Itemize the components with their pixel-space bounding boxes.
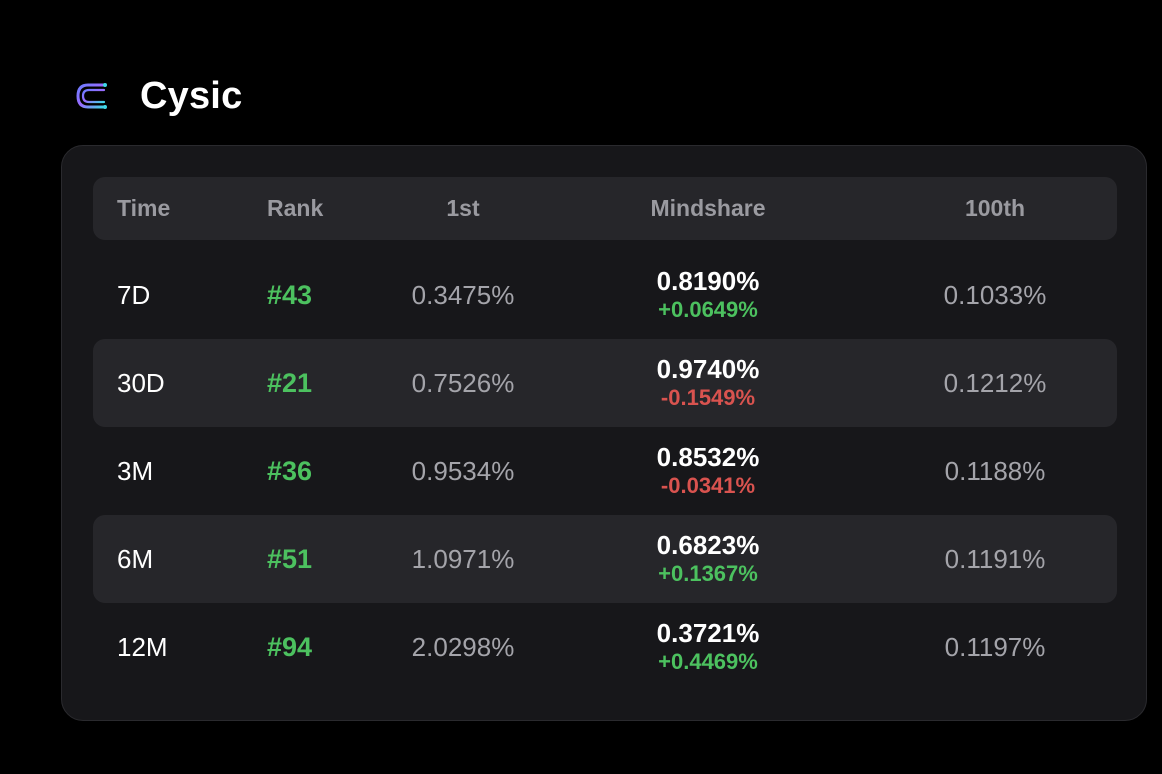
- cell-rank: #51: [267, 543, 313, 574]
- header-mindshare: Mindshare: [650, 195, 766, 221]
- mindshare-delta: -0.1549%: [660, 385, 756, 411]
- cell-hundredth: 0.1191%: [944, 543, 1046, 574]
- mindshare-value: 0.8532%: [656, 442, 760, 473]
- mindshare-delta: -0.0341%: [660, 473, 756, 499]
- header-first: 1st: [446, 195, 480, 221]
- header-hundredth: 100th: [964, 195, 1026, 221]
- cell-rank: #36: [267, 455, 313, 486]
- cysic-logo-icon: [72, 76, 112, 116]
- cell-rank: #21: [267, 367, 313, 398]
- cell-mindshare: 0.8532% -0.0341%: [543, 442, 873, 499]
- mindshare-delta: +0.1367%: [658, 561, 758, 587]
- cell-mindshare: 0.6823% +0.1367%: [543, 530, 873, 587]
- mindshare-value: 0.8190%: [656, 266, 760, 297]
- cell-first: 0.9534%: [411, 455, 515, 486]
- mindshare-table: Time Rank 1st Mindshare 100th 7D #43 0.3…: [93, 177, 1117, 691]
- cell-first: 1.0971%: [411, 543, 515, 574]
- mindshare-value: 0.3721%: [656, 618, 760, 649]
- table-row-30d: 30D #21 0.7526% 0.9740% -0.1549% 0.1212%: [93, 339, 1117, 427]
- cell-hundredth: 0.1212%: [943, 367, 1047, 398]
- cell-time: 3M: [117, 455, 154, 486]
- cell-time: 6M: [117, 543, 154, 574]
- table-row-3m: 3M #36 0.9534% 0.8532% -0.0341% 0.1188%: [93, 427, 1117, 515]
- cell-time: 30D: [117, 367, 165, 398]
- cell-rank: #94: [267, 631, 313, 662]
- mindshare-value: 0.6823%: [656, 530, 760, 561]
- mindshare-delta: +0.4469%: [658, 649, 758, 675]
- cell-hundredth: 0.1197%: [944, 631, 1046, 662]
- cell-time: 12M: [117, 631, 168, 662]
- cell-hundredth: 0.1188%: [944, 455, 1046, 486]
- table-row-12m: 12M #94 2.0298% 0.3721% +0.4469% 0.1197%: [93, 603, 1117, 691]
- table-row-6m: 6M #51 1.0971% 0.6823% +0.1367% 0.1191%: [93, 515, 1117, 603]
- mindshare-delta: +0.0649%: [658, 297, 758, 323]
- cell-rank: #43: [267, 279, 313, 310]
- table-header: Time Rank 1st Mindshare 100th: [93, 177, 1117, 240]
- brand-title: Cysic: [140, 74, 243, 117]
- cell-mindshare: 0.3721% +0.4469%: [543, 618, 873, 675]
- cell-mindshare: 0.9740% -0.1549%: [543, 354, 873, 411]
- cell-mindshare: 0.8190% +0.0649%: [543, 266, 873, 323]
- table-row-7d: 7D #43 0.3475% 0.8190% +0.0649% 0.1033%: [93, 251, 1117, 339]
- cell-first: 2.0298%: [411, 631, 515, 662]
- cell-first: 0.3475%: [411, 279, 515, 310]
- header-rank: Rank: [267, 195, 324, 221]
- mindshare-card: Time Rank 1st Mindshare 100th 7D #43 0.3…: [61, 145, 1147, 721]
- mindshare-value: 0.9740%: [656, 354, 760, 385]
- cell-time: 7D: [117, 279, 151, 310]
- cell-first: 0.7526%: [411, 367, 515, 398]
- table-body: 7D #43 0.3475% 0.8190% +0.0649% 0.1033% …: [93, 251, 1117, 691]
- header-time: Time: [117, 195, 171, 221]
- header: Cysic: [72, 74, 242, 118]
- cell-hundredth: 0.1033%: [943, 279, 1047, 310]
